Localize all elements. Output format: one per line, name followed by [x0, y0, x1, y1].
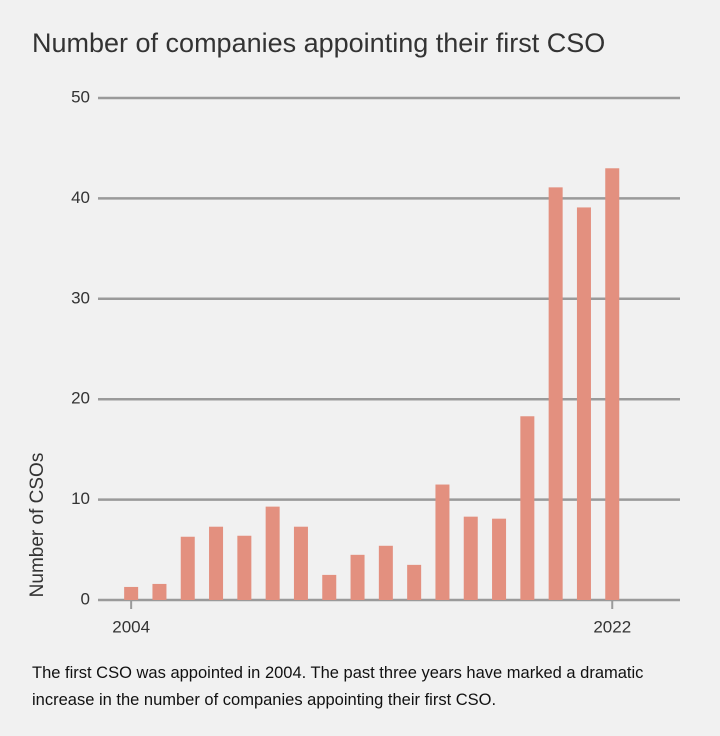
bar	[463, 516, 478, 600]
bar	[237, 535, 252, 600]
bar	[265, 506, 280, 600]
chart-title: Number of companies appointing their fir…	[32, 28, 605, 58]
bar	[322, 574, 337, 600]
bar	[180, 536, 195, 600]
y-tick-label: 50	[71, 87, 90, 106]
bar	[378, 545, 393, 600]
bar	[152, 583, 167, 600]
bar	[520, 416, 535, 600]
bar	[605, 168, 620, 600]
bar	[124, 586, 139, 600]
y-tick-label: 0	[81, 589, 90, 608]
bar	[407, 564, 422, 600]
bar	[492, 518, 507, 600]
x-tick-label: 2022	[593, 617, 631, 636]
bar	[576, 207, 591, 600]
bar	[350, 554, 365, 600]
y-tick-label: 10	[71, 489, 90, 508]
y-tick-label: 30	[71, 288, 90, 307]
caption: The first CSO was appointed in 2004. The…	[32, 664, 644, 709]
chart: Number of companies appointing their fir…	[27, 28, 680, 636]
y-tick-label: 40	[71, 188, 90, 207]
y-tick-label: 20	[71, 389, 90, 408]
x-tick-label: 2004	[112, 617, 150, 636]
bar	[209, 526, 224, 600]
bar	[293, 526, 308, 600]
bar	[548, 187, 563, 600]
y-axis-label: Number of CSOs	[27, 453, 48, 598]
bar	[435, 484, 450, 600]
